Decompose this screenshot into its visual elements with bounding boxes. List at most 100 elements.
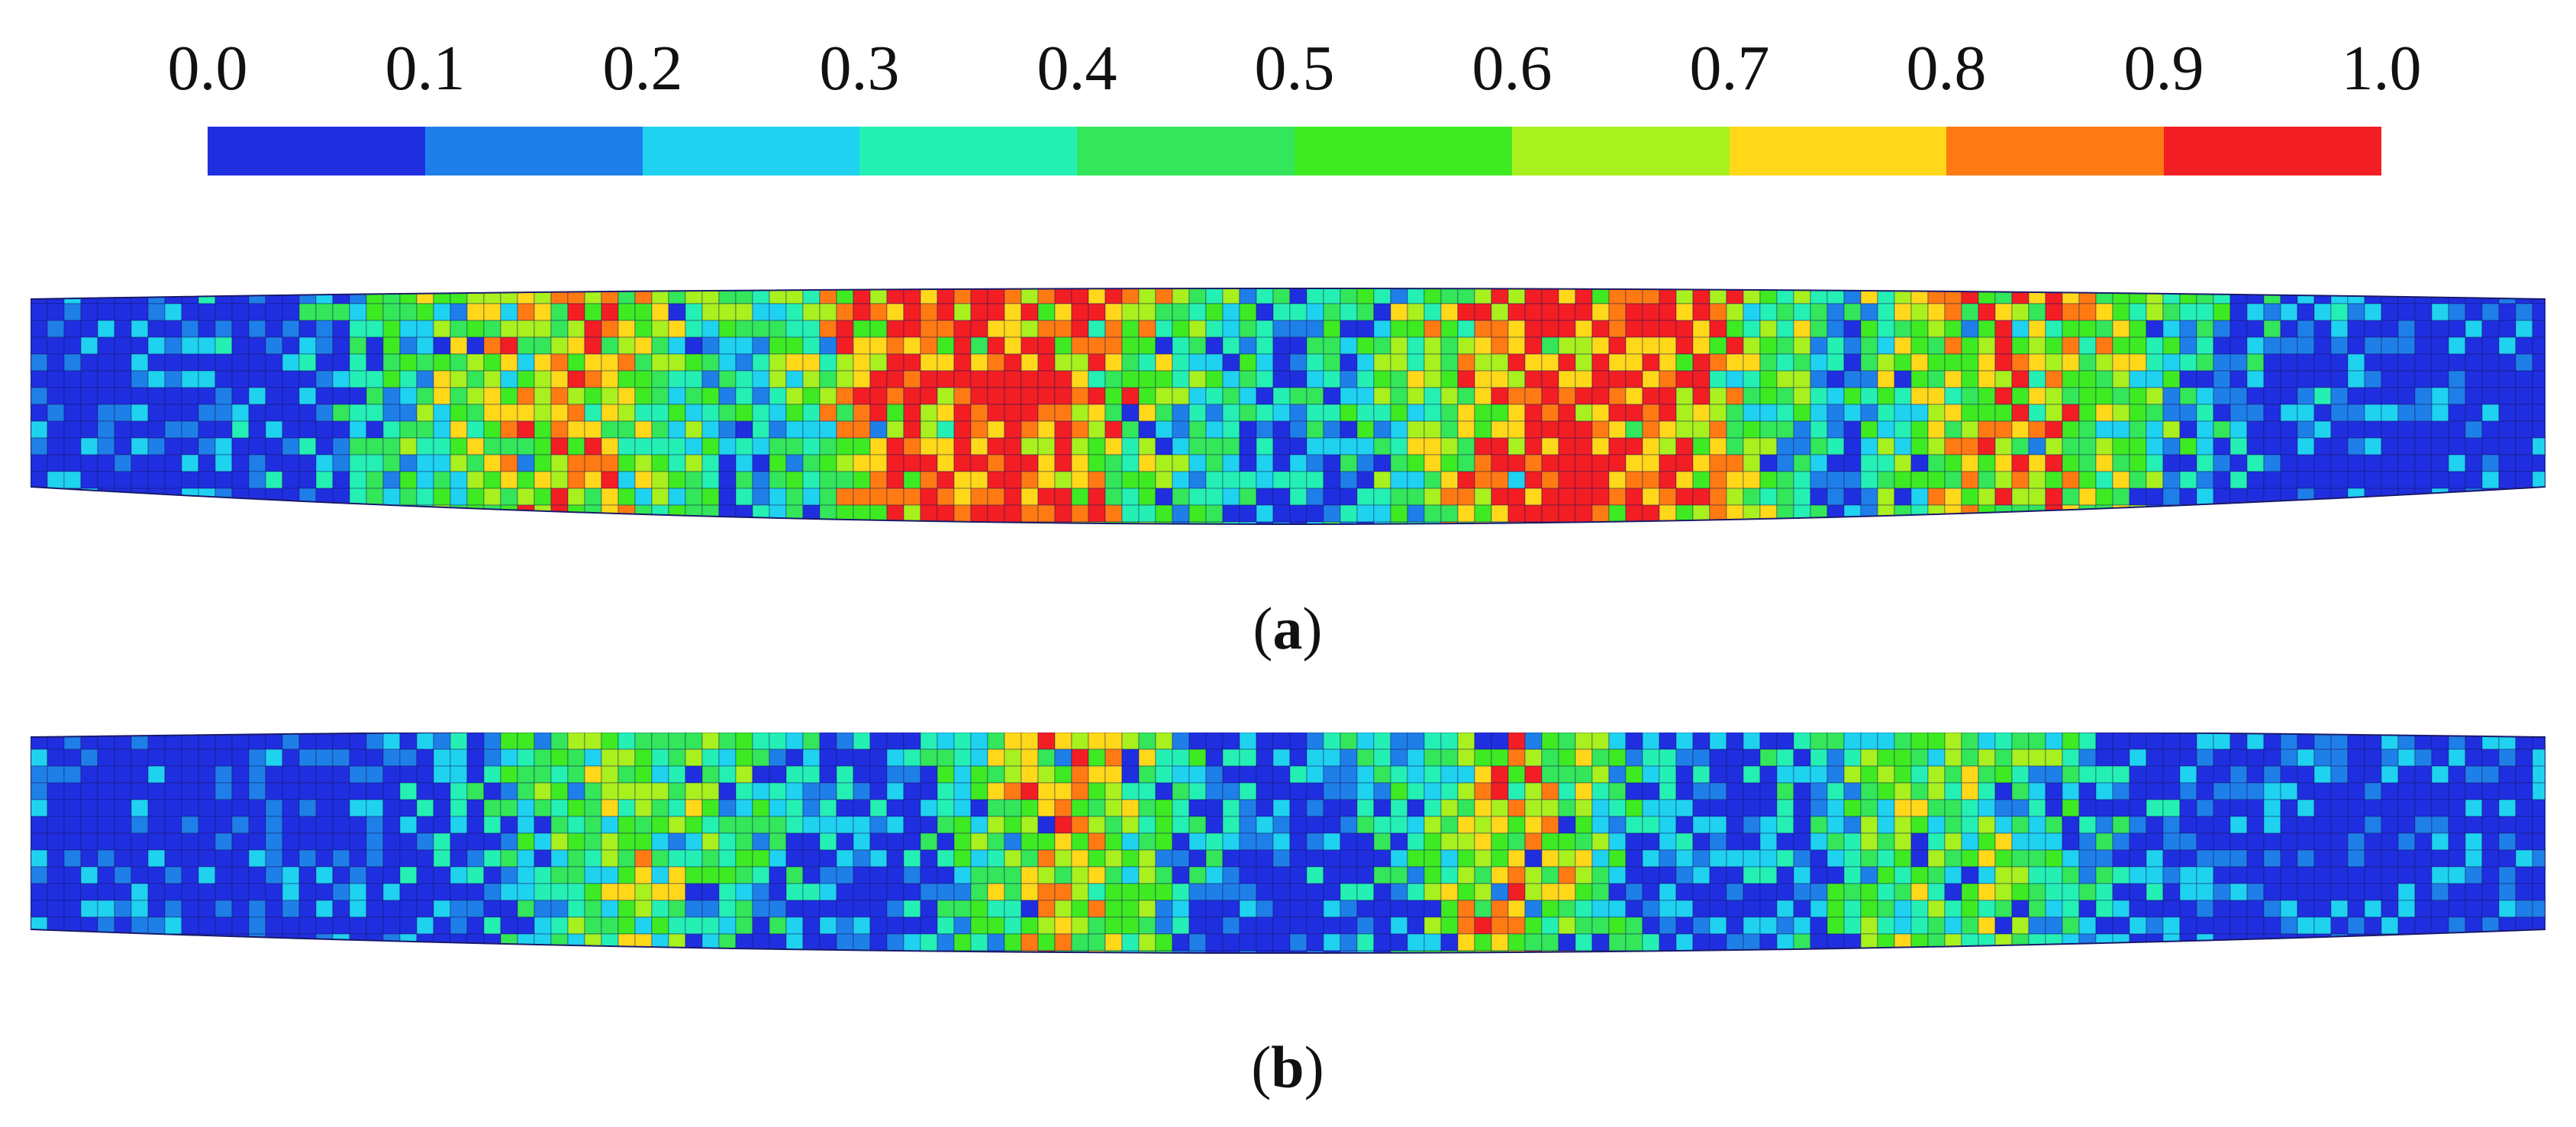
mesh-cell [1994, 404, 2013, 422]
mesh-cell [2414, 471, 2433, 489]
mesh-cell [1071, 504, 1089, 523]
mesh-cell [181, 799, 199, 817]
mesh-cell [2297, 883, 2315, 901]
mesh-cell [1541, 765, 1559, 784]
mesh-cell [1759, 454, 1778, 472]
mesh-cell [617, 782, 636, 800]
mesh-cell [920, 749, 938, 767]
mesh-cell [1407, 883, 1425, 901]
mesh-cell [785, 353, 804, 372]
mesh-cell [701, 370, 720, 388]
mesh-cell [1104, 900, 1123, 918]
mesh-cell [1205, 749, 1224, 767]
mesh-cell [114, 387, 132, 405]
mesh-cell [1978, 749, 1996, 767]
mesh-cell [1155, 950, 1173, 953]
mesh-cell [1826, 370, 1845, 388]
mesh-cell [1088, 504, 1106, 523]
mesh-cell [2297, 504, 2315, 523]
mesh-cell [2414, 370, 2433, 388]
mesh-cell [1793, 765, 1811, 784]
mesh-cell [1541, 387, 1559, 405]
mesh-cell [1860, 437, 1878, 456]
mesh-cell [2364, 471, 2382, 489]
mesh-cell [416, 454, 434, 472]
mesh-cell [248, 799, 266, 817]
mesh-cell [2431, 816, 2449, 834]
mesh-cell [718, 336, 737, 355]
mesh-cell [2095, 749, 2113, 767]
mesh-cell [1323, 799, 1341, 817]
mesh-cell [802, 866, 821, 884]
mesh-cell [550, 437, 569, 456]
mesh-cell [1944, 488, 1962, 506]
mesh-cell [2280, 303, 2298, 321]
mesh-cell [2112, 471, 2130, 489]
mesh-cell [785, 900, 804, 918]
mesh-cell [567, 799, 585, 817]
mesh-cell [1642, 816, 1660, 834]
mesh-cell [584, 866, 602, 884]
mesh-cell [1726, 336, 1744, 355]
mesh-cell [1793, 816, 1811, 834]
mesh-cell [819, 370, 837, 388]
mesh-cell [1272, 454, 1291, 472]
mesh-cell [2498, 950, 2516, 953]
mesh-cell [2112, 866, 2130, 884]
mesh-cell [2431, 749, 2449, 767]
mesh-cell [2465, 404, 2483, 422]
mesh-cell [937, 782, 955, 800]
mesh-cell [265, 488, 283, 506]
mesh-cell [483, 900, 501, 918]
mesh-cell [1978, 782, 1996, 800]
panel-label-b: (b) [1251, 1034, 1324, 1100]
mesh-cell [953, 420, 972, 439]
mesh-cell [198, 521, 216, 524]
mesh-cell [2196, 320, 2214, 338]
mesh-cell [2162, 471, 2181, 489]
mesh-cell [1071, 521, 1089, 524]
mesh-cell [1172, 336, 1190, 355]
mesh-cell [1289, 320, 1307, 338]
mesh-cell [2297, 866, 2315, 884]
mesh-cell [332, 303, 350, 321]
beam-b-cells [31, 733, 2545, 953]
mesh-cell [1491, 816, 1509, 834]
mesh-cell [1188, 471, 1207, 489]
mesh-cell [1994, 933, 2013, 952]
mesh-cell [1927, 353, 1946, 372]
mesh-cell [2062, 336, 2080, 355]
mesh-cell [1659, 883, 1677, 901]
mesh-cell [1205, 471, 1224, 489]
mesh-cell [534, 454, 552, 472]
mesh-cell [1927, 816, 1946, 834]
mesh-cell [1877, 336, 1895, 355]
mesh-cell [937, 353, 955, 372]
mesh-cell [2263, 765, 2281, 784]
mesh-cell [181, 782, 199, 800]
mesh-cell [1306, 454, 1324, 472]
mesh-cell [735, 733, 753, 750]
mesh-cell [1541, 849, 1559, 868]
mesh-cell [550, 454, 569, 472]
mesh-cell [718, 471, 737, 489]
mesh-cell [1340, 437, 1358, 456]
mesh-cell [450, 320, 468, 338]
mesh-cell [2229, 437, 2248, 456]
mesh-cell [2062, 437, 2080, 456]
mesh-cell [466, 353, 485, 372]
mesh-cell [769, 488, 787, 506]
mesh-cell [601, 900, 619, 918]
mesh-cell [2532, 387, 2545, 405]
mesh-cell [903, 950, 921, 953]
mesh-cell [114, 799, 132, 817]
mesh-cell [466, 883, 485, 901]
mesh-cell [1726, 866, 1744, 884]
mesh-cell [1071, 370, 1089, 388]
mesh-cell [265, 733, 283, 750]
mesh-cell [937, 404, 955, 422]
mesh-cell [1776, 950, 1794, 953]
mesh-cell [1524, 504, 1543, 523]
mesh-cell [2011, 799, 2030, 817]
mesh-cell [634, 749, 653, 767]
